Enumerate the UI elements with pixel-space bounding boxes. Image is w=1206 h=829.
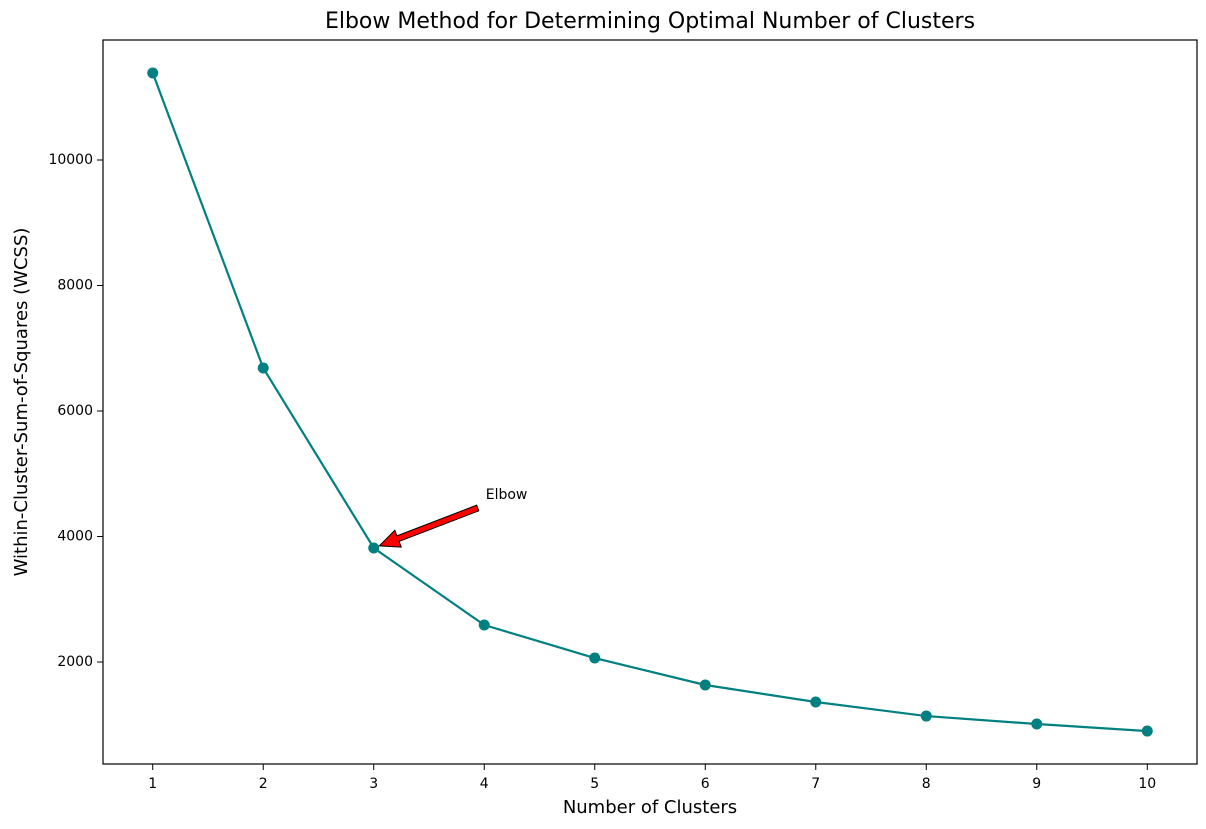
data-point [478, 619, 490, 631]
data-point [368, 542, 380, 554]
plot-frame [102, 39, 1198, 765]
annotation-arrow [378, 504, 480, 548]
x-tick-label: 6 [701, 776, 710, 792]
y-tick-label: 6000 [57, 403, 93, 419]
y-tick-label: 2000 [57, 654, 93, 670]
arrow-shape [378, 504, 480, 548]
y-tick-label: 4000 [57, 529, 93, 545]
data-point [257, 362, 269, 374]
x-tick-label: 8 [922, 776, 931, 792]
data-line [151, 72, 1148, 733]
data-point [589, 652, 601, 664]
annotation-text: Elbow [486, 487, 528, 503]
data-point [920, 710, 932, 722]
data-point [699, 679, 711, 691]
x-axis-label: Number of Clusters [563, 797, 737, 818]
data-point [1031, 718, 1043, 730]
x-tick-label: 3 [369, 776, 378, 792]
x-tick-label: 9 [1032, 776, 1041, 792]
data-point [1141, 725, 1153, 737]
x-tick-label: 7 [811, 776, 820, 792]
y-tick-label: 8000 [57, 277, 93, 293]
y-axis-label: Within-Cluster-Sum-of-Squares (WCSS) [11, 228, 32, 577]
x-tick-label: 1 [148, 776, 157, 792]
data-point [810, 696, 822, 708]
x-tick-label: 4 [480, 776, 489, 792]
data-point [147, 67, 159, 79]
chart-title: Elbow Method for Determining Optimal Num… [325, 9, 975, 34]
y-tick-label: 10000 [48, 152, 93, 168]
x-tick-label: 5 [590, 776, 599, 792]
x-tick-label: 10 [1138, 776, 1156, 792]
x-tick-label: 2 [259, 776, 268, 792]
